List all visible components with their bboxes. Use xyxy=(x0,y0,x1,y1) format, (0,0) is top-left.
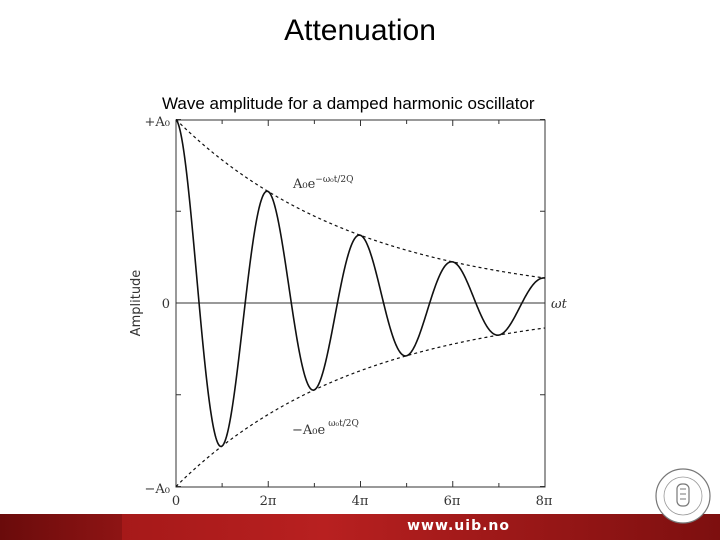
slide-title: Attenuation xyxy=(284,14,436,47)
axis-ticks xyxy=(175,119,546,487)
damped-wave-curve xyxy=(175,118,546,448)
upper-envelope-annotation: A₀e−ω₀t/2Q xyxy=(292,175,354,192)
y-tick-label-zero: 0 xyxy=(162,297,170,312)
footer-url[interactable]: www.uib.no xyxy=(407,518,510,534)
y-axis-label: Amplitude xyxy=(129,270,144,337)
y-tick-label-bottom: −A₀ xyxy=(145,482,171,497)
footer-dark-segment xyxy=(0,514,122,540)
x-axis-label: ωt xyxy=(551,297,568,312)
y-tick-label-top: +A₀ xyxy=(145,115,171,130)
lower-envelope-curve xyxy=(175,327,546,487)
x-tick-label-4pi: 4π xyxy=(352,494,369,509)
figure-caption: Wave amplitude for a damped harmonic osc… xyxy=(162,94,535,113)
lower-envelope-annotation: −A₀e ω₀t/2Q xyxy=(292,419,359,438)
university-seal-logo xyxy=(655,468,711,524)
x-tick-label-8pi: 8π xyxy=(536,494,553,509)
upper-envelope-curve xyxy=(175,119,546,279)
x-tick-label-6pi: 6π xyxy=(444,494,461,509)
x-tick-label-2pi: 2π xyxy=(260,494,277,509)
x-tick-label-0: 0 xyxy=(172,494,180,509)
